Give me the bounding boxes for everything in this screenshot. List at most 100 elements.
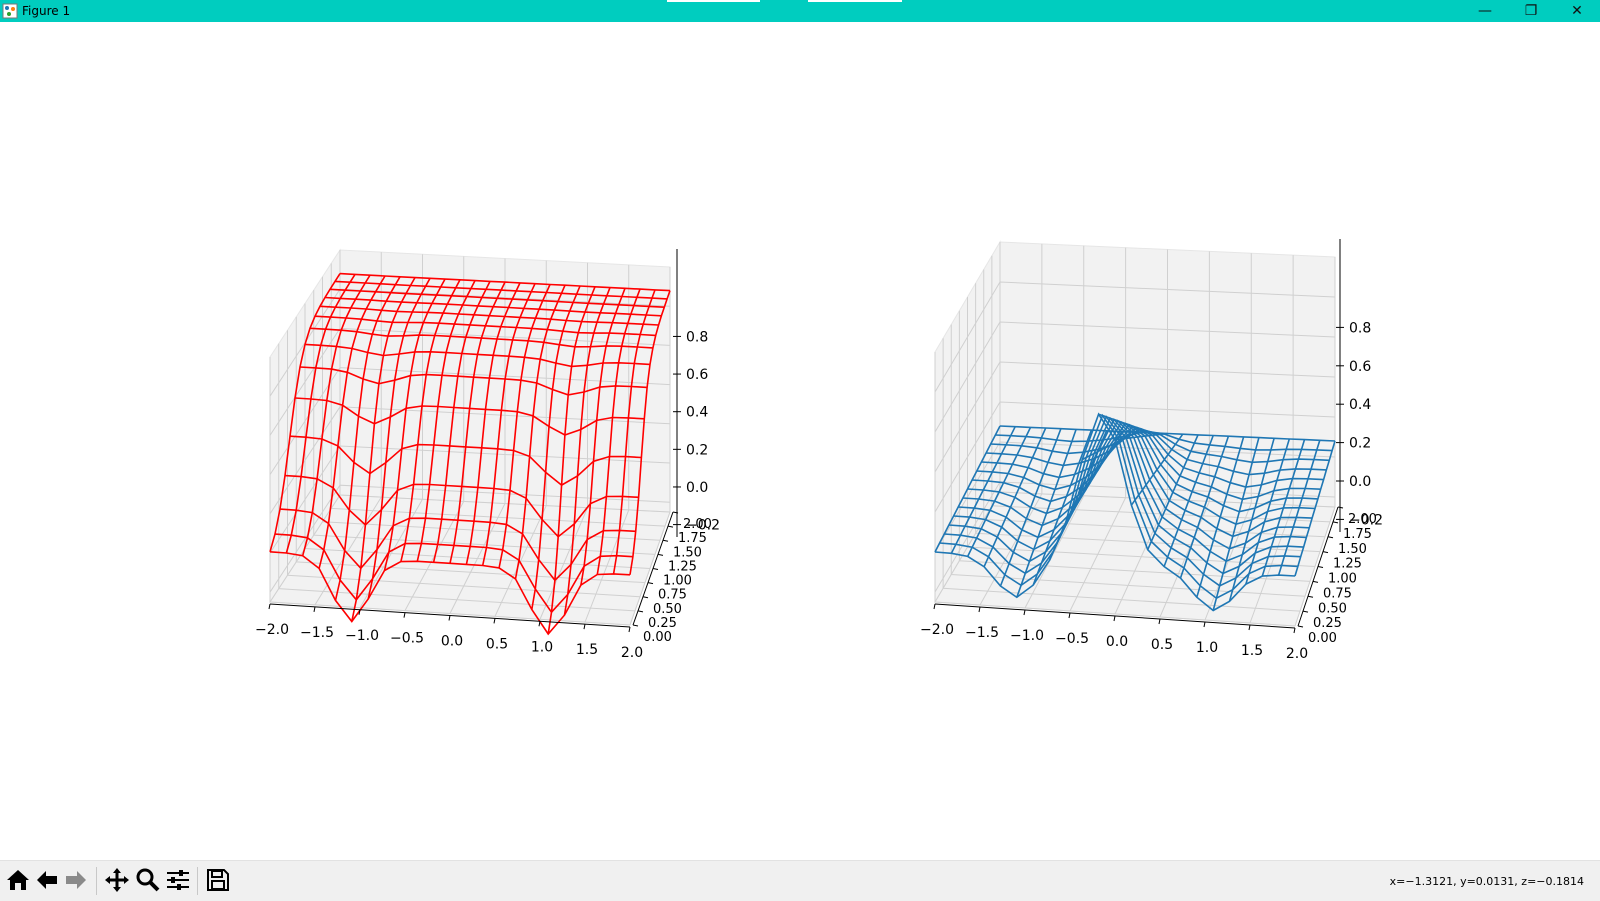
z-tick-label: −0.2	[1349, 512, 1383, 528]
z-tick-label: 0.0	[686, 480, 708, 496]
wireframe-line	[1130, 433, 1184, 506]
x-tick-label: 2.0	[1286, 646, 1308, 662]
wireframe-line	[1065, 431, 1123, 523]
title-bar: Figure 1 — ❐ ✕	[0, 0, 1600, 22]
x-tick-label: 2.0	[621, 645, 643, 661]
save-icon[interactable]	[204, 866, 232, 894]
grid-line	[934, 321, 1336, 433]
zoom-icon[interactable]	[134, 866, 162, 894]
close-button[interactable]: ✕	[1571, 3, 1583, 19]
home-icon[interactable]	[4, 866, 32, 894]
wireframe-line	[400, 279, 461, 562]
coordinate-readout: x=−1.3121, y=0.0131, z=−0.1814	[1389, 875, 1584, 888]
x-tick	[628, 626, 631, 633]
x-tick-label: −2.0	[920, 622, 954, 638]
wireframe-line	[1146, 434, 1199, 551]
wireframe-line	[465, 282, 521, 565]
z-tick-label: 0.4	[686, 405, 708, 421]
y-tick-label: 2.00	[683, 517, 712, 532]
y-tick-label: 1.25	[1333, 557, 1362, 572]
grid-line	[269, 406, 671, 515]
wireframe-line	[1261, 439, 1306, 577]
wireframe-line	[934, 425, 1001, 553]
y-tick	[637, 610, 644, 613]
y-tick-label: 0.25	[648, 616, 677, 631]
grid-line	[313, 290, 656, 555]
x-tick	[978, 606, 981, 613]
x-tick-label: 1.0	[1196, 640, 1218, 656]
titlebar-highlight	[667, 0, 760, 2]
wireframe-line	[983, 427, 1047, 568]
subplot-right[interactable]: −2.0 −1.5 −1.0 −0.5 0.0 0.5 1.0 1.5 2.00.000.250…	[920, 239, 1383, 662]
y-tick-label: 1.00	[663, 574, 692, 589]
minimize-button[interactable]: —	[1478, 3, 1492, 19]
x-tick	[403, 612, 406, 618]
y-tick	[1327, 536, 1334, 539]
x-tick	[1293, 627, 1296, 634]
forward-arrow-icon[interactable]	[62, 866, 90, 894]
y-tick-label: 1.50	[673, 545, 702, 560]
grid-line	[287, 330, 641, 598]
y-tick-label: 1.50	[1338, 542, 1367, 557]
figure-canvas[interactable]: −2.0 −1.5 −1.0 −0.5 0.0 0.5 1.0 1.5 2.0 0.00 0.25 0…	[0, 22, 1600, 860]
x-tick-label: −1.0	[1010, 628, 1044, 644]
y-tick-label: 1.75	[1343, 527, 1372, 542]
x-tick	[1113, 615, 1116, 622]
figure-svg[interactable]: −2.0 −1.5 −1.0 −0.5 0.0 0.5 1.0 1.5 2.00.000.250…	[0, 22, 1600, 860]
wireframe-line	[1196, 436, 1245, 598]
grid-line	[934, 281, 1336, 393]
z-tick-label: 0.6	[1349, 359, 1371, 375]
configure-subplots-icon[interactable]	[164, 866, 192, 894]
y-tick-label: 1.00	[1328, 572, 1357, 587]
x-tick-label: 1.0	[531, 639, 553, 655]
wireframe-line	[1016, 429, 1077, 598]
grid-line	[934, 352, 1296, 627]
y-tick	[1332, 521, 1339, 524]
x-tick	[448, 615, 451, 621]
wireframe-line	[1114, 432, 1168, 441]
z-tick-label: 0.8	[1349, 320, 1371, 336]
wireframe-line	[580, 288, 626, 586]
grid-line	[269, 367, 671, 475]
y-tick	[642, 596, 649, 599]
titlebar-highlight	[808, 0, 902, 2]
y-tick-label: 1.25	[668, 559, 697, 574]
z-tick-label: 0.4	[1349, 397, 1371, 413]
grid-line	[322, 276, 661, 541]
subplot-left[interactable]: −2.0 −1.5 −1.0 −0.5 0.0 0.5 1.0 1.5 2.00.000.250…	[255, 248, 720, 661]
wireframe-line	[612, 289, 656, 575]
wireframe-line	[383, 278, 446, 571]
y-tick	[1307, 595, 1314, 598]
x-tick	[583, 624, 586, 630]
y-tick-label: 0.00	[643, 630, 672, 645]
grid-line	[269, 445, 671, 554]
wireframe-line	[950, 426, 1016, 554]
grid-line	[269, 357, 631, 626]
x-tick	[1158, 618, 1161, 625]
wireframe-line	[1212, 437, 1260, 611]
grid-line	[942, 338, 1301, 612]
x-tick	[1203, 621, 1206, 628]
grid-line	[950, 324, 1306, 597]
y-tick-label: 0.75	[1323, 586, 1352, 601]
y-tick-label: 0.00	[1308, 631, 1337, 646]
x-tick	[313, 606, 316, 612]
wireframe-line	[547, 286, 596, 635]
wireframe-line	[596, 288, 641, 575]
maximize-button[interactable]: ❐	[1524, 3, 1538, 19]
y-tick	[1317, 566, 1324, 568]
wireframe-line	[416, 280, 476, 562]
wireframe-line	[367, 277, 431, 600]
z-tick-label: 0.8	[686, 329, 708, 345]
back-arrow-icon[interactable]	[33, 866, 61, 894]
wireframe-line	[1163, 435, 1214, 567]
z-tick-label: 0.2	[686, 442, 708, 458]
pan-icon[interactable]	[103, 866, 131, 894]
y-tick-label: 2.00	[1348, 512, 1377, 527]
wireframe-line	[481, 283, 536, 566]
y-tick	[1297, 625, 1304, 628]
x-tick-label: −1.5	[300, 625, 334, 641]
x-tick	[538, 621, 541, 627]
wireframe-line	[1032, 429, 1093, 586]
wireframe-line	[1081, 431, 1138, 461]
